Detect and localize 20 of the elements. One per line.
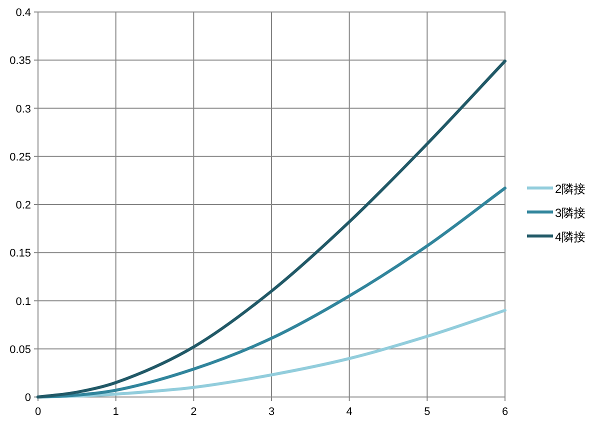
y-tick-label: 0.35 <box>10 55 31 68</box>
line-series <box>36 60 506 398</box>
x-tick-label: 4 <box>346 406 352 418</box>
legend-label: 2隣接 <box>555 182 586 196</box>
y-tick-label: 0.1 <box>16 296 31 308</box>
y-tick-label: 0.4 <box>16 7 31 19</box>
y-tick-label: 0.05 <box>10 344 31 356</box>
x-tick-label: 3 <box>268 406 275 418</box>
y-tick-label: 0.15 <box>10 248 31 260</box>
y-tick-label: 0.2 <box>16 200 31 212</box>
x-tick-label: 5 <box>424 406 430 418</box>
y-tick-label: 0.25 <box>10 151 31 164</box>
y-tick-label: 0.3 <box>16 103 31 116</box>
x-tick-label: 2 <box>190 406 197 418</box>
x-tick-label: 0 <box>34 406 42 418</box>
y-tick-label: 0 <box>24 392 31 404</box>
x-tick-label: 6 <box>502 406 508 418</box>
x-tick-label: 1 <box>112 406 119 418</box>
legend-label: 4隣接 <box>555 230 586 244</box>
legend-label: 3隣接 <box>555 206 586 220</box>
